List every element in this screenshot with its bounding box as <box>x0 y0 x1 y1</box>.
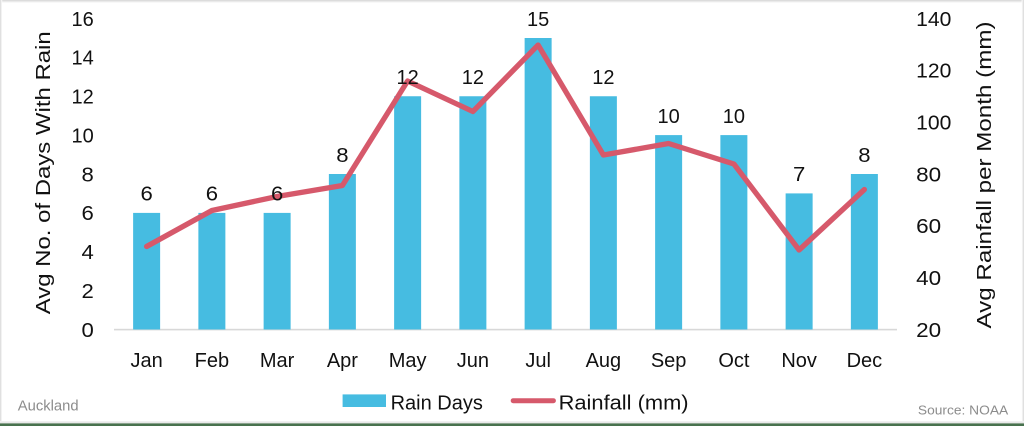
svg-text:Rainfall (mm): Rainfall (mm) <box>559 392 689 414</box>
svg-text:Aug: Aug <box>586 350 622 372</box>
svg-text:8: 8 <box>336 145 348 167</box>
svg-text:20: 20 <box>916 320 941 342</box>
svg-text:15: 15 <box>527 9 549 31</box>
svg-text:4: 4 <box>82 242 94 264</box>
svg-text:Oct: Oct <box>718 350 750 372</box>
svg-text:May: May <box>389 350 427 372</box>
svg-text:60: 60 <box>916 216 941 238</box>
svg-text:Dec: Dec <box>847 350 883 372</box>
svg-text:8: 8 <box>82 164 94 186</box>
svg-text:14: 14 <box>72 48 94 70</box>
svg-text:Jan: Jan <box>131 350 163 372</box>
svg-text:0: 0 <box>82 320 94 342</box>
svg-text:10: 10 <box>72 125 94 147</box>
svg-text:Sep: Sep <box>651 350 687 372</box>
svg-text:Source: NOAA: Source: NOAA <box>918 402 1009 417</box>
svg-text:Rain Days: Rain Days <box>391 392 483 414</box>
svg-text:Jul: Jul <box>525 350 551 372</box>
svg-text:Nov: Nov <box>781 350 817 372</box>
svg-text:100: 100 <box>916 113 951 135</box>
svg-text:80: 80 <box>916 164 941 186</box>
svg-text:6: 6 <box>271 184 283 206</box>
svg-text:Avg No. of Days With Rain: Avg No. of Days With Rain <box>33 31 55 314</box>
svg-text:140: 140 <box>916 9 951 31</box>
svg-text:12: 12 <box>592 67 614 89</box>
svg-text:Apr: Apr <box>327 350 358 372</box>
svg-text:6: 6 <box>206 184 218 206</box>
svg-text:40: 40 <box>916 268 941 290</box>
svg-text:Feb: Feb <box>195 350 229 372</box>
svg-text:12: 12 <box>462 67 484 89</box>
svg-text:2: 2 <box>82 281 94 303</box>
svg-text:Auckland: Auckland <box>18 399 79 415</box>
svg-text:16: 16 <box>72 9 94 31</box>
svg-text:8: 8 <box>858 145 870 167</box>
svg-text:6: 6 <box>82 203 94 225</box>
svg-text:12: 12 <box>397 67 419 89</box>
svg-text:10: 10 <box>723 106 745 128</box>
svg-text:120: 120 <box>916 61 951 83</box>
svg-text:10: 10 <box>658 106 680 128</box>
svg-text:6: 6 <box>140 184 152 206</box>
svg-text:Mar: Mar <box>260 350 295 372</box>
svg-text:Jun: Jun <box>457 350 489 372</box>
svg-text:Avg Rainfall per Month (mm): Avg Rainfall per Month (mm) <box>974 22 996 329</box>
svg-text:12: 12 <box>72 87 94 109</box>
svg-text:7: 7 <box>793 164 805 186</box>
